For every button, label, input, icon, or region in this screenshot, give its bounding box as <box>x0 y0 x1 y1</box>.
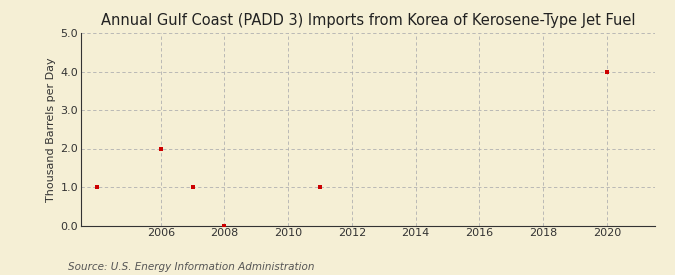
Point <box>601 69 612 74</box>
Point <box>315 185 325 189</box>
Text: Source: U.S. Energy Information Administration: Source: U.S. Energy Information Administ… <box>68 262 314 272</box>
Point <box>187 185 198 189</box>
Title: Annual Gulf Coast (PADD 3) Imports from Korea of Kerosene-Type Jet Fuel: Annual Gulf Coast (PADD 3) Imports from … <box>101 13 635 28</box>
Point <box>155 146 166 151</box>
Y-axis label: Thousand Barrels per Day: Thousand Barrels per Day <box>47 57 56 202</box>
Point <box>92 185 103 189</box>
Point <box>219 223 230 228</box>
